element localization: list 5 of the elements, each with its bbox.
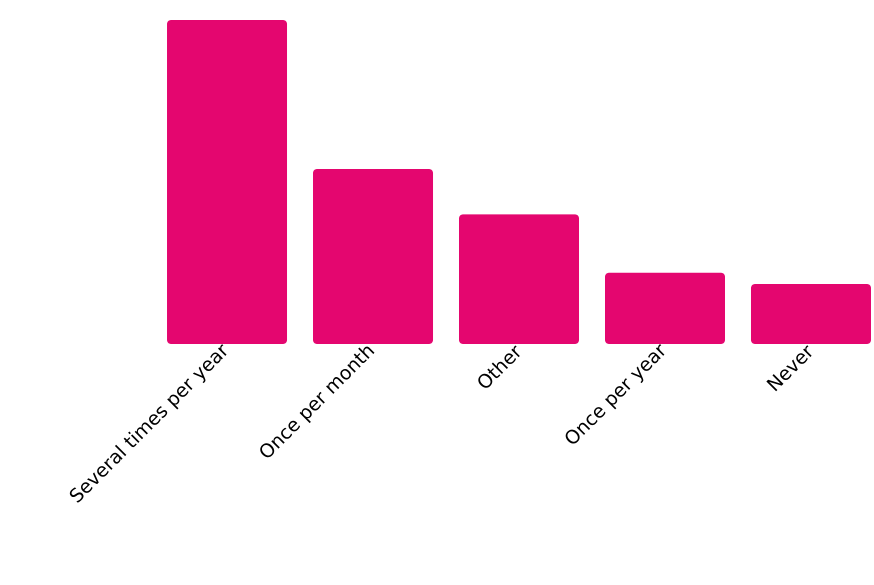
- bar: [167, 20, 288, 344]
- bar: [459, 214, 580, 344]
- bar: [750, 284, 871, 344]
- bar: [604, 272, 725, 344]
- bar: [313, 169, 434, 344]
